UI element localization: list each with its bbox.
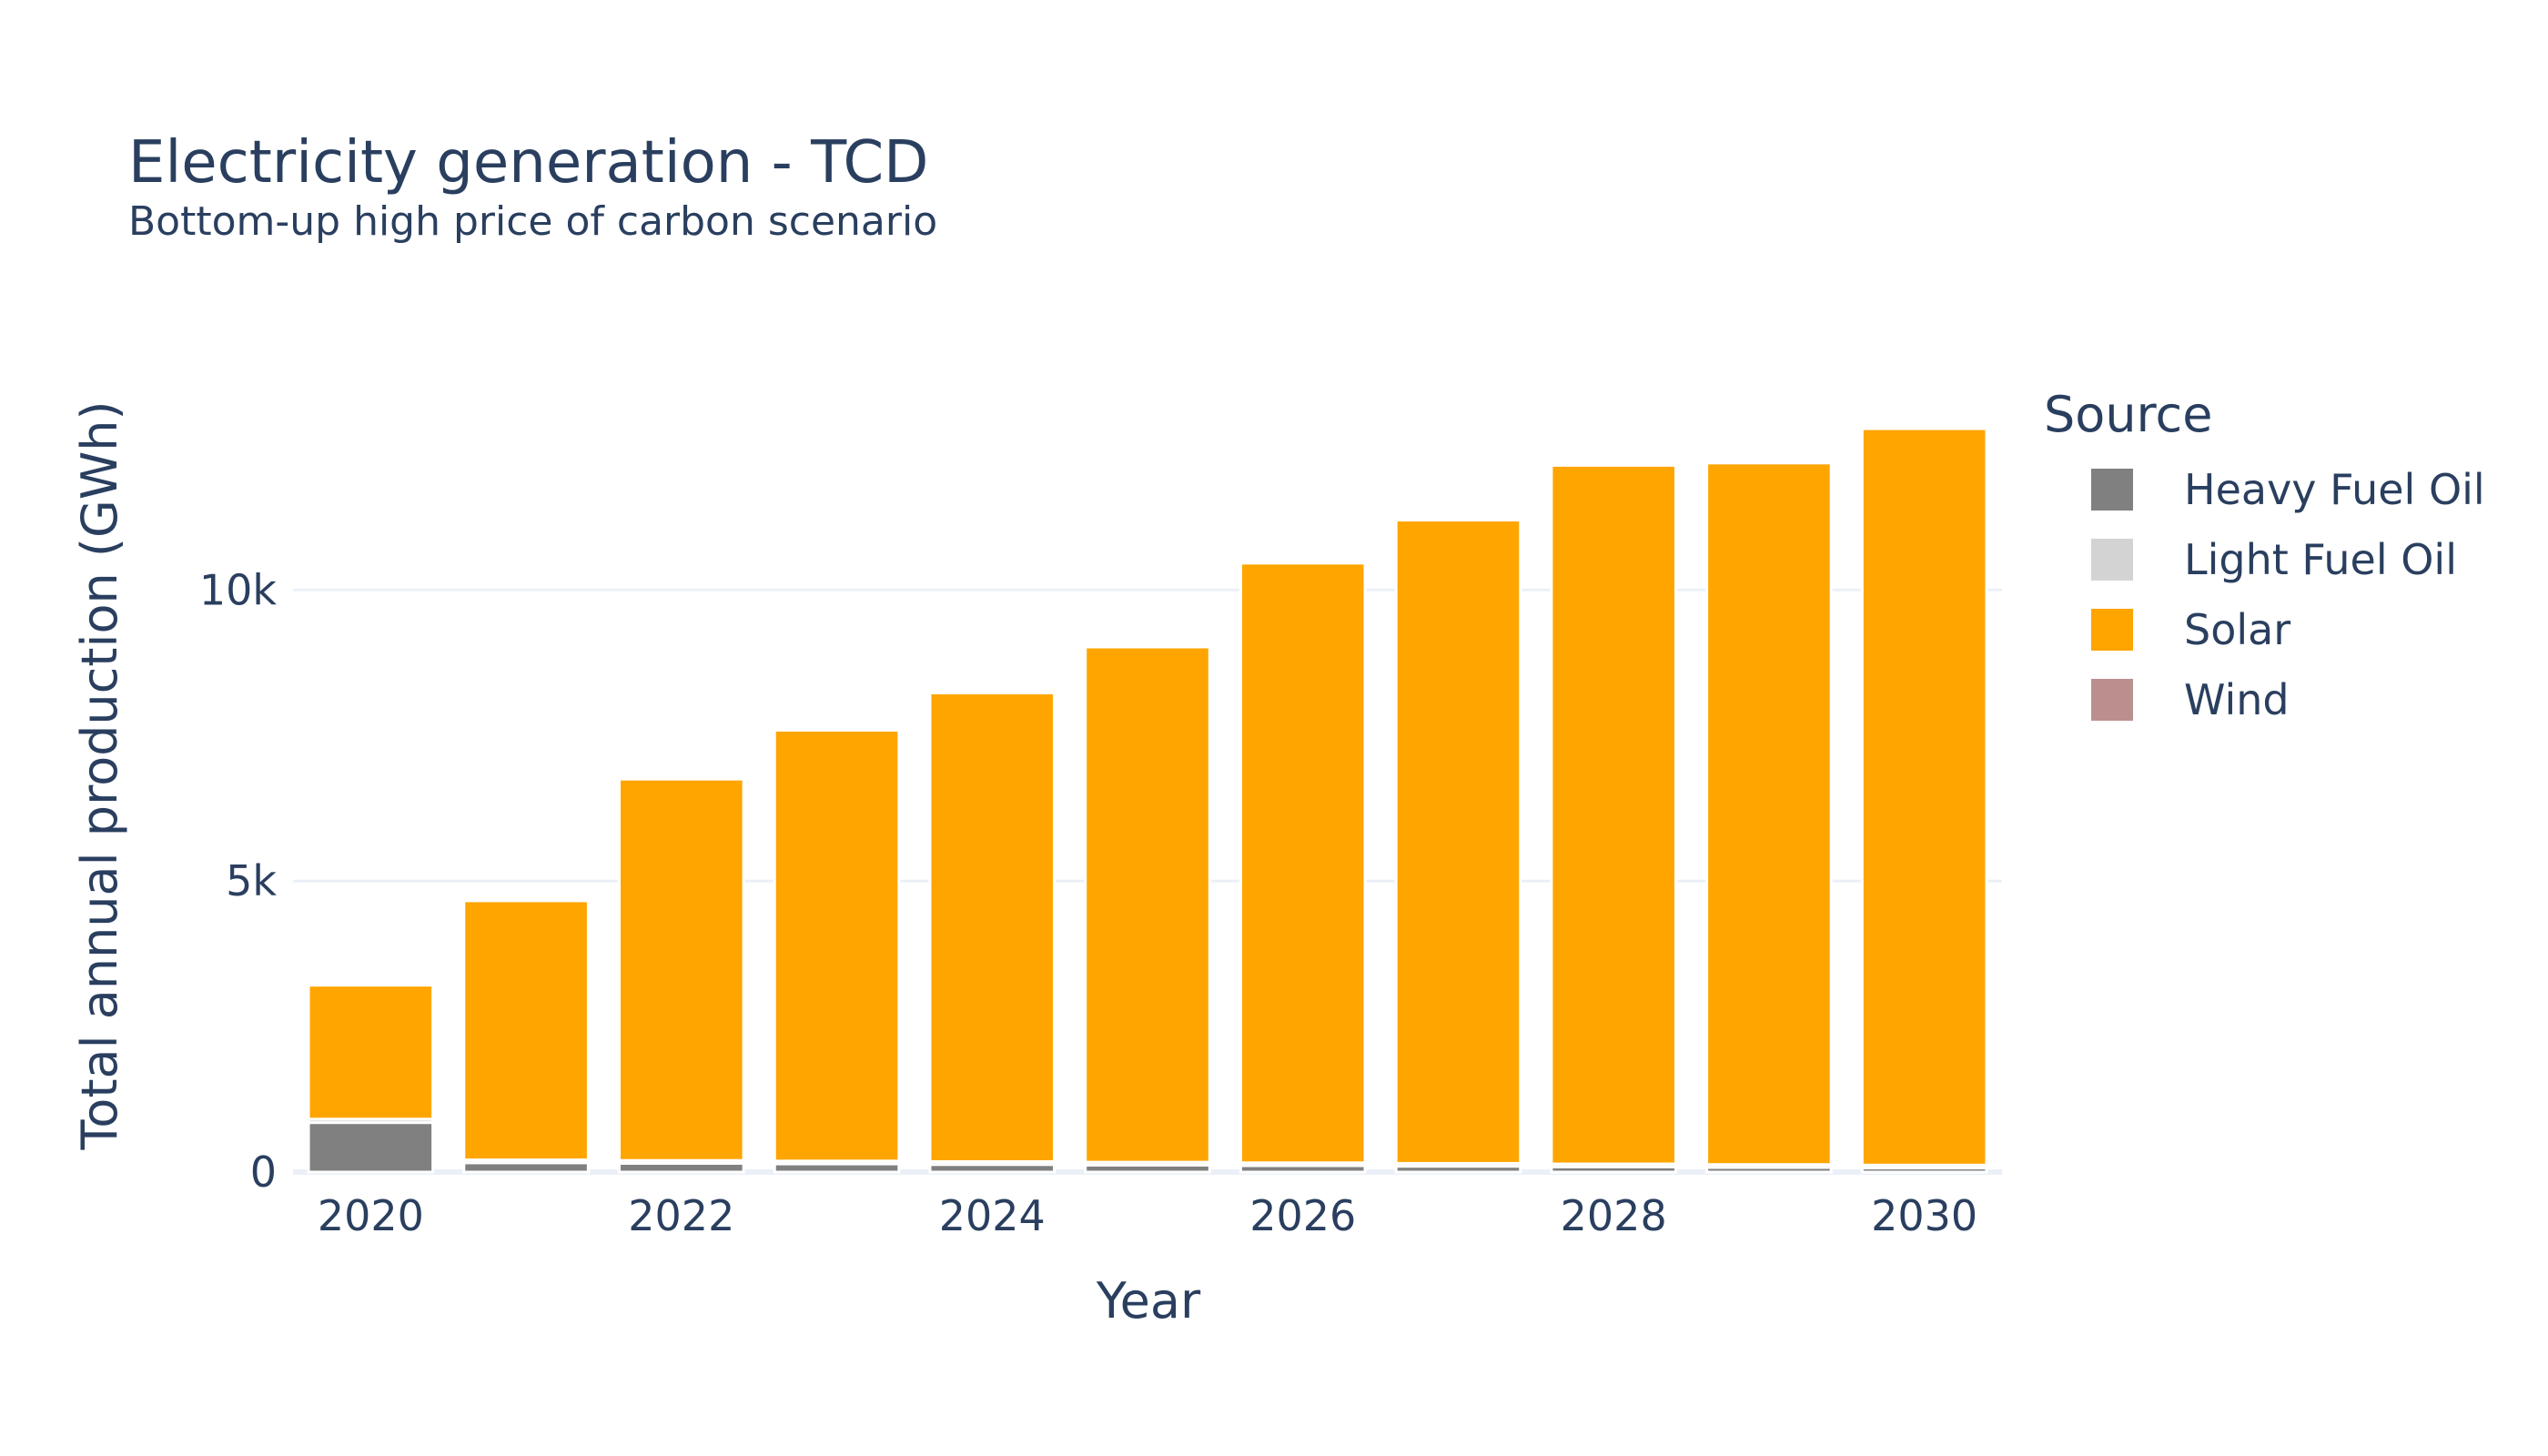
bar-solar[interactable] (1705, 461, 1833, 1167)
bar-solar[interactable] (1550, 463, 1677, 1166)
y-tick-label: 10k (199, 565, 278, 614)
legend-swatch (2091, 469, 2133, 511)
bar-solar[interactable] (928, 692, 1057, 1163)
bar-solar[interactable] (1239, 561, 1367, 1165)
x-tick-label: 2020 (318, 1191, 424, 1240)
legend-swatch (2091, 609, 2133, 651)
chart-title: Electricity generation - TCD (128, 129, 928, 197)
y-tick-labels: 0 5k 10k (199, 565, 278, 1197)
y-tick-label: 0 (250, 1148, 277, 1197)
bar-heavy-fuel-oil[interactable] (462, 1161, 590, 1174)
x-tick-label: 2024 (939, 1191, 1046, 1240)
legend-title: Source (2044, 386, 2212, 443)
bar-heavy-fuel-oil[interactable] (307, 1121, 435, 1174)
bar-solar[interactable] (1084, 645, 1211, 1164)
bar-solar[interactable] (773, 728, 901, 1163)
bar-solar[interactable] (307, 984, 435, 1121)
legend-label: Light Fuel Oil (2184, 535, 2457, 584)
legend-swatch (2091, 539, 2133, 581)
bars (307, 427, 1988, 1174)
y-axis-label: Total annual production (GWh) (71, 400, 128, 1150)
legend-label: Heavy Fuel Oil (2184, 465, 2485, 514)
bar-solar[interactable] (1860, 427, 1988, 1167)
legend-label: Wind (2184, 675, 2290, 724)
x-tick-label: 2030 (1871, 1191, 1977, 1240)
x-tick-label: 2028 (1561, 1191, 1667, 1240)
x-tick-label: 2026 (1249, 1191, 1356, 1240)
bar-solar[interactable] (462, 899, 590, 1162)
y-tick-label: 5k (226, 856, 277, 905)
legend: Source Heavy Fuel Oil Light Fuel Oil Solar… (2044, 386, 2485, 724)
x-tick-labels: 2020 2022 2024 2026 2028 2030 (318, 1191, 1977, 1240)
chart-subtitle: Bottom-up high price of carbon scenario (128, 198, 937, 245)
bar-solar[interactable] (1394, 519, 1522, 1165)
x-axis-label: Year (1096, 1272, 1201, 1330)
legend-swatch (2091, 679, 2133, 721)
legend-label: Solar (2184, 605, 2290, 654)
bar-solar[interactable] (618, 777, 745, 1162)
x-tick-label: 2022 (628, 1191, 734, 1240)
